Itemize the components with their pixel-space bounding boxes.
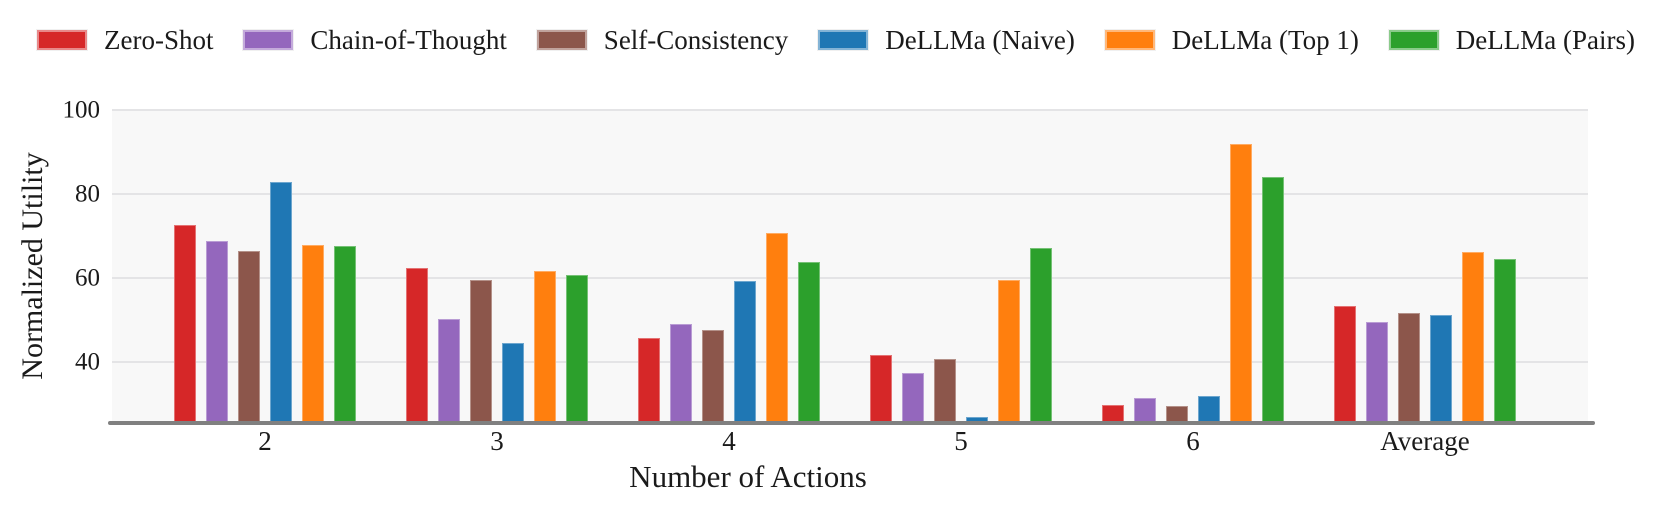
legend-swatch-icon	[1104, 30, 1155, 50]
bar-Chain-of-Thought-6	[1134, 398, 1156, 423]
legend-swatch-icon	[536, 30, 587, 50]
bar-DeLLMa (Naive)-3	[502, 343, 524, 423]
legend-swatch-icon	[1388, 30, 1439, 50]
bar-DeLLMa (Naive)-4	[734, 281, 756, 423]
bar-Zero-Shot-2	[174, 225, 196, 423]
y-tick-label: 100	[62, 96, 101, 124]
x-tick-label-5: 5	[954, 426, 968, 456]
bar-group-5	[870, 248, 1052, 423]
x-tick-label-Average: Average	[1380, 426, 1470, 456]
legend-item: DeLLMa (Pairs)	[1388, 24, 1635, 55]
bar-Self-Consistency-2	[238, 250, 260, 423]
y-tick-label: 80	[75, 180, 100, 208]
bar-DeLLMa (Pairs)-Average	[1494, 258, 1516, 423]
bar-DeLLMa (Top 1)-6	[1230, 144, 1252, 423]
legend-label: Self-Consistency	[603, 24, 789, 55]
bar-Chain-of-Thought-Average	[1366, 322, 1388, 423]
bar-Self-Consistency-6	[1166, 405, 1188, 423]
bar-Zero-Shot-5	[870, 354, 892, 423]
x-tick-label-4: 4	[722, 426, 736, 456]
bar-DeLLMa (Naive)-5	[966, 416, 988, 423]
bar-Self-Consistency-5	[934, 359, 956, 423]
x-tick-label-6: 6	[1186, 426, 1200, 456]
x-axis-line	[108, 421, 1595, 425]
y-tick-label: 60	[75, 264, 100, 292]
bar-DeLLMa (Pairs)-6	[1262, 176, 1284, 423]
bar-group-4	[638, 233, 820, 423]
legend-label: Chain-of-Thought	[310, 24, 507, 55]
bar-DeLLMa (Top 1)-Average	[1462, 251, 1484, 423]
bar-DeLLMa (Pairs)-2	[334, 246, 356, 423]
bar-DeLLMa (Naive)-6	[1198, 395, 1220, 423]
bar-DeLLMa (Top 1)-3	[534, 270, 556, 423]
bar-group-6	[1102, 144, 1284, 423]
bar-DeLLMa (Pairs)-4	[798, 261, 820, 423]
bar-Chain-of-Thought-3	[438, 319, 460, 423]
legend-label: DeLLMa (Top 1)	[1171, 24, 1359, 55]
y-tick-label: 40	[75, 348, 100, 376]
legend-swatch-icon	[818, 30, 869, 50]
legend-item: DeLLMa (Top 1)	[1104, 24, 1359, 55]
y-axis-ticks: 40 60 80 100	[0, 98, 101, 423]
gridline	[112, 276, 1588, 279]
legend-label: DeLLMa (Naive)	[885, 24, 1075, 55]
legend-swatch-icon	[243, 30, 294, 50]
legend-label: Zero-Shot	[104, 24, 214, 55]
bar-Zero-Shot-4	[638, 338, 660, 423]
gridline	[112, 360, 1588, 363]
bar-Zero-Shot-3	[406, 268, 428, 423]
bar-group-Average	[1334, 251, 1516, 423]
bar-DeLLMa (Naive)-Average	[1430, 314, 1452, 423]
legend-item: Zero-Shot	[37, 24, 214, 55]
bar-Chain-of-Thought-4	[670, 323, 692, 423]
x-axis-title: Number of Actions	[629, 459, 867, 494]
legend-swatch-icon	[37, 30, 87, 50]
legend-item: Chain-of-Thought	[243, 24, 507, 55]
x-axis-ticks: 2 3 4 5 6 Average	[0, 428, 1661, 458]
bar-DeLLMa (Pairs)-5	[1030, 248, 1052, 423]
legend-item: DeLLMa (Naive)	[818, 24, 1075, 55]
bar-Chain-of-Thought-5	[902, 372, 924, 423]
x-tick-label-3: 3	[490, 426, 504, 456]
bar-DeLLMa (Pairs)-3	[566, 275, 588, 423]
legend-label: DeLLMa (Pairs)	[1455, 24, 1635, 55]
bar-Zero-Shot-Average	[1334, 306, 1356, 423]
bar-Chain-of-Thought-2	[206, 241, 228, 423]
legend-item: Self-Consistency	[536, 24, 789, 55]
bar-Self-Consistency-Average	[1398, 313, 1420, 423]
plot-area	[112, 109, 1588, 423]
gridline	[112, 109, 1588, 111]
bar-DeLLMa (Top 1)-5	[998, 280, 1020, 423]
bar-group-2	[174, 181, 356, 423]
x-tick-label-2: 2	[258, 426, 272, 456]
bar-DeLLMa (Top 1)-2	[302, 245, 324, 423]
bar-Self-Consistency-3	[470, 279, 492, 423]
legend: Zero-Shot Chain-of-Thought Self-Consistenc…	[0, 18, 1661, 62]
bar-Self-Consistency-4	[702, 330, 724, 423]
bar-group-3	[406, 268, 588, 423]
gridline	[112, 192, 1588, 195]
bar-DeLLMa (Naive)-2	[270, 181, 292, 423]
bar-Zero-Shot-6	[1102, 404, 1124, 423]
bar-DeLLMa (Top 1)-4	[766, 233, 788, 423]
